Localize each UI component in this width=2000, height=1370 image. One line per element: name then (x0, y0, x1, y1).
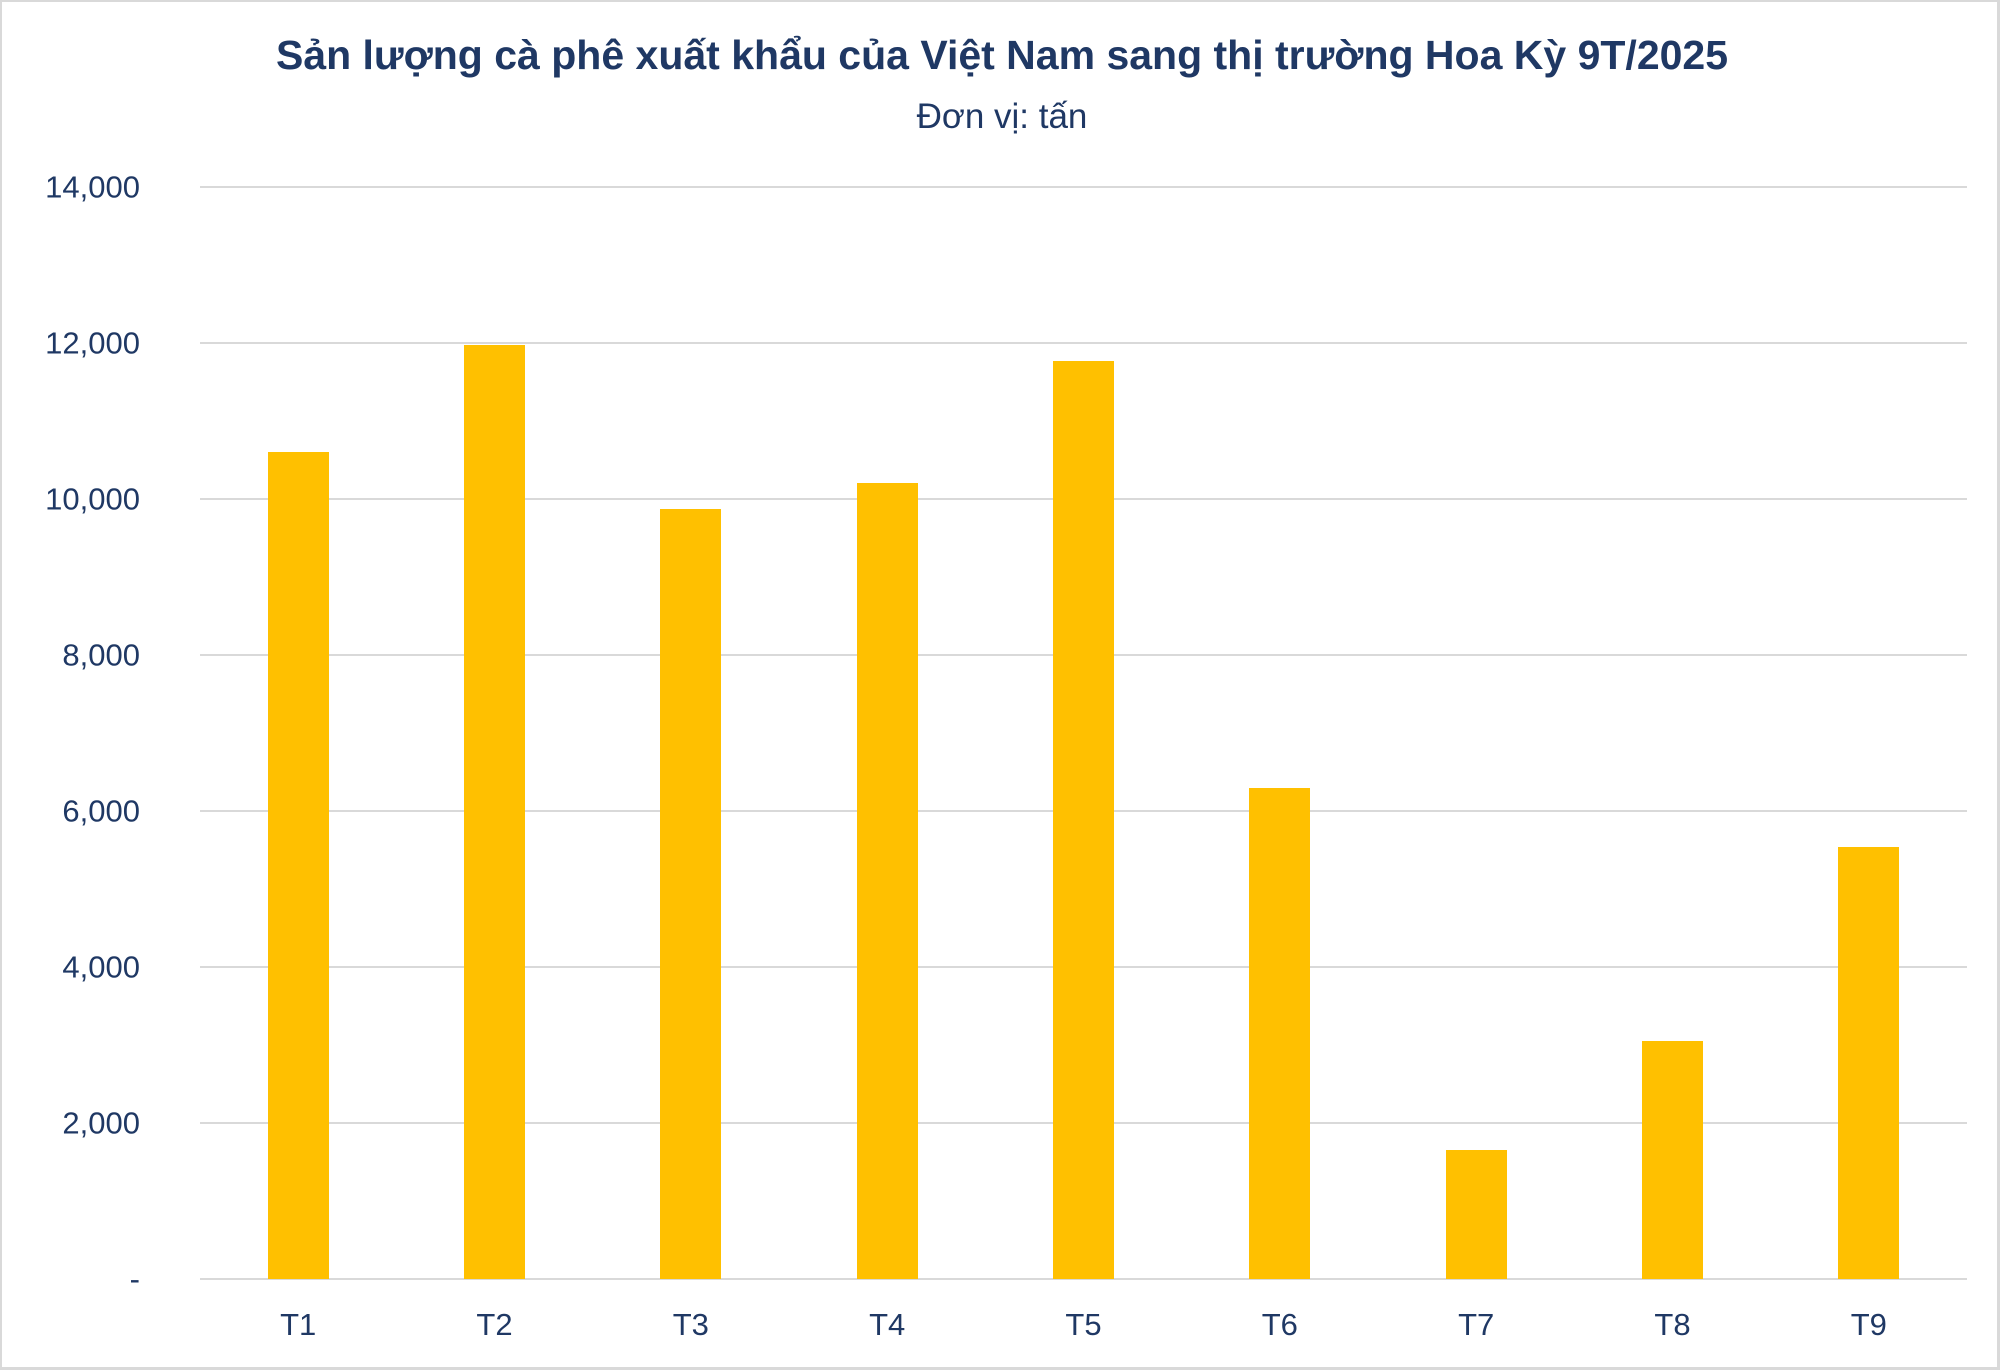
bar-t1 (267, 452, 329, 1279)
y-tick-label: 10,000 (45, 481, 140, 517)
x-tick-label: T5 (1065, 1307, 1102, 1342)
x-tick-label: T9 (1850, 1307, 1887, 1342)
y-tick-label: 14,000 (45, 169, 140, 205)
bar-t4 (856, 483, 918, 1279)
bar-t5 (1053, 360, 1114, 1279)
y-tick-label: 8,000 (62, 637, 140, 673)
bar-t6 (1249, 787, 1311, 1279)
bar-t3 (660, 509, 722, 1279)
y-tick-label: 4,000 (62, 949, 140, 985)
y-tick-label: 12,000 (45, 325, 140, 361)
chart-subtitle: Đơn vị: tấn (916, 97, 1088, 136)
plot-area (200, 186, 1967, 1280)
y-tick-label: - (129, 1261, 140, 1297)
bar-t8 (1642, 1041, 1703, 1279)
gridline (200, 342, 1967, 344)
x-tick-label: T7 (1458, 1307, 1495, 1342)
y-tick-label: 2,000 (62, 1105, 140, 1141)
bar-t2 (464, 344, 525, 1279)
y-tick-label: 6,000 (62, 793, 140, 829)
x-tick-label: T6 (1261, 1307, 1298, 1342)
gridline (200, 1278, 1967, 1280)
chart-title: Sản lượng cà phê xuất khẩu của Việt Nam … (275, 32, 1729, 78)
x-tick-label: T3 (672, 1307, 709, 1342)
x-tick-label: T1 (280, 1307, 317, 1342)
bar-t9 (1838, 846, 1900, 1279)
x-tick-label: T4 (869, 1307, 906, 1342)
gridline (200, 186, 1967, 188)
x-tick-label: T8 (1654, 1307, 1691, 1342)
x-tick-label: T2 (476, 1307, 513, 1342)
bar-t7 (1445, 1150, 1507, 1279)
